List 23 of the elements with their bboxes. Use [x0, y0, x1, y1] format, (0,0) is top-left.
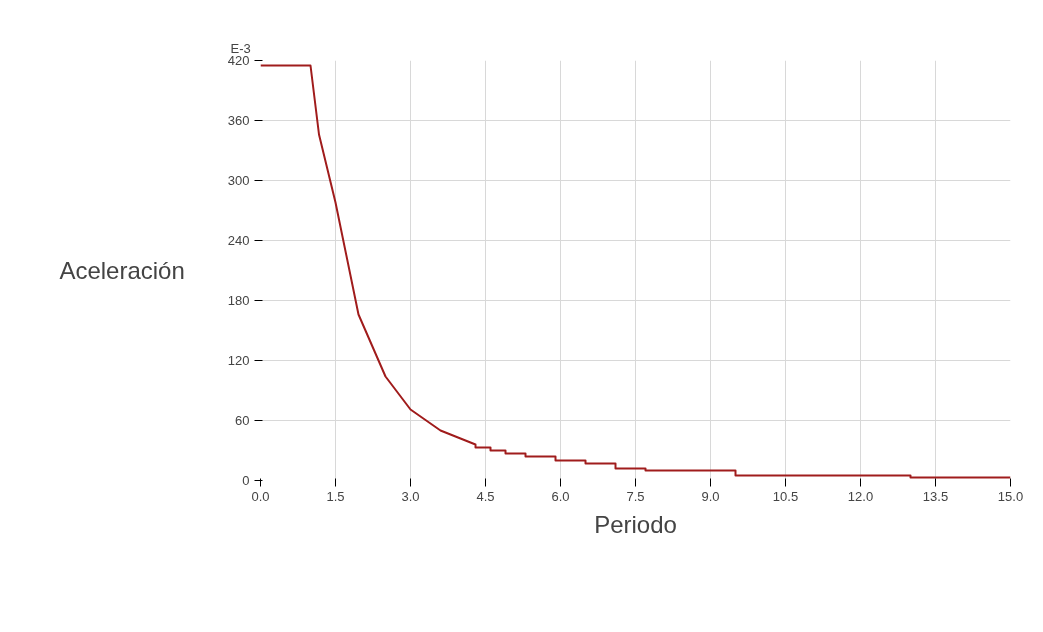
- y-tick-label: 60: [235, 413, 250, 428]
- y-tick-label: 0: [242, 473, 250, 488]
- x-tick-label: 9.0: [701, 488, 720, 504]
- x-tick-label: 10.5: [772, 488, 799, 504]
- x-tick-label: 13.5: [922, 488, 949, 504]
- y-tick-label: 300: [227, 173, 250, 188]
- x-tick-label: 6.0: [551, 488, 570, 504]
- y-tick-label: 420: [227, 53, 250, 68]
- y-tick-label: 180: [227, 293, 250, 308]
- x-tick-label: 3.0: [401, 488, 420, 504]
- line-series: [260, 64, 1011, 479]
- y-tick-label: 120: [227, 353, 250, 368]
- x-tick-label: 4.5: [476, 488, 495, 504]
- x-tick-label: 15.0: [997, 488, 1024, 504]
- y-tick-label: 240: [227, 233, 250, 248]
- y-axis-title: Aceleración: [59, 257, 185, 284]
- text: E-3: [230, 40, 251, 56]
- x-tick-label: 12.0: [847, 488, 874, 504]
- x-tick-label: 7.5: [626, 488, 645, 504]
- x-axis-title: Periodo: [594, 510, 677, 538]
- x-tick-label: 1.5: [326, 488, 345, 504]
- y-tick-label: 360: [227, 113, 250, 128]
- x-tick-label: 0.0: [251, 488, 270, 504]
